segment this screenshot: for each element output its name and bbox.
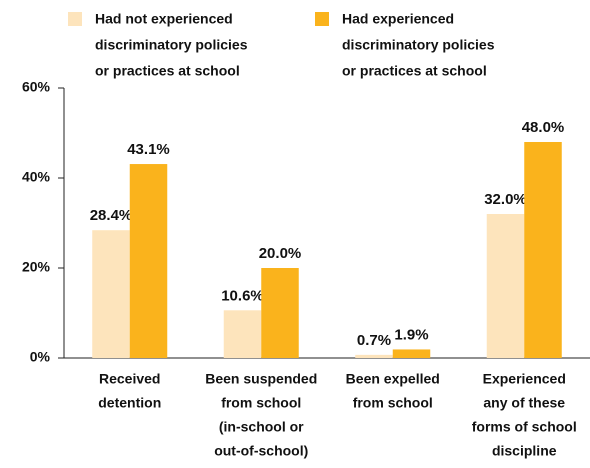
bar bbox=[392, 349, 431, 358]
legend-swatch bbox=[315, 12, 329, 26]
x-tick-label: forms of school bbox=[472, 419, 577, 435]
legend-label: discriminatory policies bbox=[342, 37, 495, 53]
bar bbox=[486, 214, 525, 358]
x-tick-label: out-of-school) bbox=[214, 443, 308, 459]
value-label: 0.7% bbox=[357, 332, 391, 349]
x-tick-label: Experienced bbox=[483, 371, 566, 387]
x-tick-label: (in-school or bbox=[219, 419, 304, 435]
y-tick-label: 20% bbox=[22, 259, 51, 275]
legend-label: Had experienced bbox=[342, 11, 454, 27]
value-label: 20.0% bbox=[259, 245, 302, 262]
value-label: 10.6% bbox=[221, 287, 264, 304]
value-label: 43.1% bbox=[127, 141, 170, 158]
bar bbox=[129, 164, 168, 358]
legend-label: or practices at school bbox=[342, 63, 487, 79]
bar bbox=[92, 230, 130, 358]
legend-swatch bbox=[68, 12, 82, 26]
x-tick-label: Been expelled bbox=[346, 371, 440, 387]
x-tick-label: from school bbox=[221, 395, 301, 411]
value-label: 28.4% bbox=[90, 207, 133, 224]
x-tick-label: any of these bbox=[483, 395, 565, 411]
x-tick-label: from school bbox=[353, 395, 433, 411]
value-label: 32.0% bbox=[484, 191, 527, 208]
legend-label: or practices at school bbox=[95, 63, 240, 79]
legend-label: discriminatory policies bbox=[95, 37, 248, 53]
legend-label: Had not experienced bbox=[95, 11, 233, 27]
bar bbox=[524, 142, 562, 358]
value-label: 1.9% bbox=[394, 326, 428, 343]
y-tick-label: 0% bbox=[30, 349, 51, 365]
value-label: 48.0% bbox=[522, 119, 565, 136]
y-tick-label: 40% bbox=[22, 169, 51, 185]
x-tick-label: discipline bbox=[492, 443, 557, 459]
x-tick-label: Received bbox=[99, 371, 160, 387]
x-tick-label: detention bbox=[98, 395, 161, 411]
x-tick-label: Been suspended bbox=[205, 371, 317, 387]
y-tick-label: 60% bbox=[22, 79, 51, 95]
bar bbox=[223, 310, 262, 358]
bar bbox=[261, 268, 299, 358]
bar bbox=[355, 354, 393, 358]
